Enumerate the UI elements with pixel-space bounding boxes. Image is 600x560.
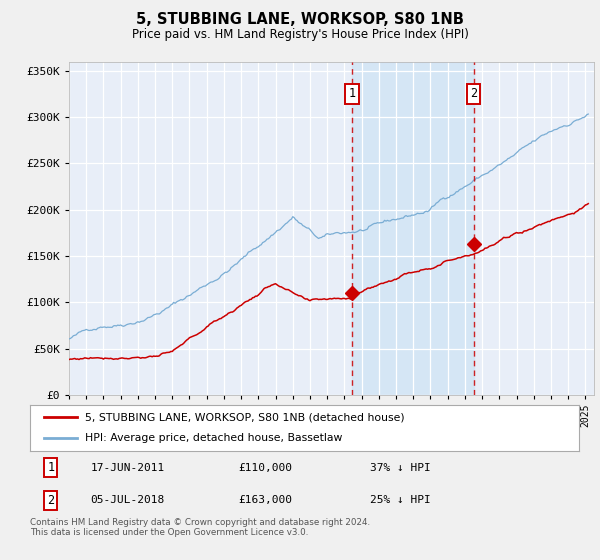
Text: £163,000: £163,000 [239, 495, 293, 505]
Text: 1: 1 [47, 461, 55, 474]
Text: £110,000: £110,000 [239, 463, 293, 473]
Text: Price paid vs. HM Land Registry's House Price Index (HPI): Price paid vs. HM Land Registry's House … [131, 28, 469, 41]
Text: 05-JUL-2018: 05-JUL-2018 [91, 495, 164, 505]
Text: 5, STUBBING LANE, WORKSOP, S80 1NB (detached house): 5, STUBBING LANE, WORKSOP, S80 1NB (deta… [85, 412, 404, 422]
Text: HPI: Average price, detached house, Bassetlaw: HPI: Average price, detached house, Bass… [85, 433, 342, 444]
Text: 37% ↓ HPI: 37% ↓ HPI [370, 463, 431, 473]
Bar [352, 62, 473, 395]
Text: 25% ↓ HPI: 25% ↓ HPI [370, 495, 431, 505]
Text: 17-JUN-2011: 17-JUN-2011 [91, 463, 164, 473]
Text: 1: 1 [349, 87, 356, 100]
Text: 2: 2 [470, 87, 477, 100]
Text: 5, STUBBING LANE, WORKSOP, S80 1NB: 5, STUBBING LANE, WORKSOP, S80 1NB [136, 12, 464, 27]
Text: 2: 2 [47, 494, 55, 507]
Text: Contains HM Land Registry data © Crown copyright and database right 2024.
This d: Contains HM Land Registry data © Crown c… [30, 518, 370, 538]
